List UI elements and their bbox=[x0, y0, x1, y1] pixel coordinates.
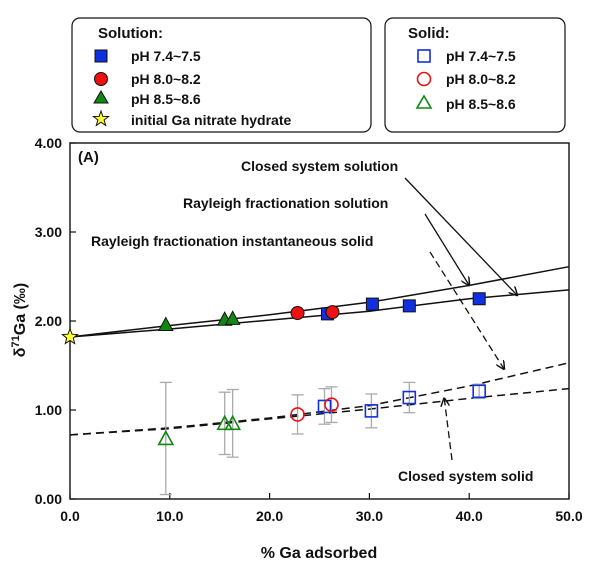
annotation-arrow bbox=[444, 398, 453, 461]
annotation-rayleigh-solution: Rayleigh fractionation solution bbox=[183, 195, 388, 211]
annotation-arrow bbox=[424, 213, 469, 285]
legend-solution-frame bbox=[71, 17, 372, 133]
y-axis-title: δ71Ga (‰) bbox=[10, 283, 29, 357]
y-tick-label: 4.00 bbox=[35, 135, 62, 151]
data-points bbox=[61, 292, 486, 446]
point-circle bbox=[290, 305, 305, 320]
legend-solid-square-icon bbox=[417, 49, 431, 63]
point-triangle bbox=[224, 414, 242, 431]
legend-solid-triangle-icon bbox=[415, 94, 433, 109]
y-axis-title-sup: 71 bbox=[10, 335, 22, 347]
y-tick-label: 3.00 bbox=[35, 224, 62, 240]
legend-solution-entry-2: pH 8.0~8.2 bbox=[131, 71, 201, 87]
annotation-arrows bbox=[404, 177, 517, 461]
point-square bbox=[364, 404, 379, 418]
legend-solution-square-icon bbox=[94, 49, 108, 63]
y-tick-label: 2.00 bbox=[35, 313, 62, 329]
legend-solution-star-icon bbox=[91, 109, 111, 127]
y-axis-title-delta: δ bbox=[12, 347, 29, 357]
error-bars bbox=[159, 381, 486, 496]
curve-2 bbox=[69, 265, 570, 338]
legend-solid-circle-icon bbox=[416, 71, 432, 87]
legend-solution-entry-4: initial Ga nitrate hydrate bbox=[131, 112, 291, 128]
y-axis: 0.00 1.00 2.00 3.00 4.00 bbox=[35, 135, 76, 507]
point-square bbox=[365, 297, 379, 311]
y-tick-label: 1.00 bbox=[35, 402, 62, 418]
legend-solution-title: Solution: bbox=[98, 25, 163, 42]
point-square bbox=[472, 384, 486, 399]
x-tick-label: 40.0 bbox=[456, 508, 483, 524]
point-circle bbox=[290, 407, 305, 422]
point-square bbox=[402, 299, 416, 313]
curve-1 bbox=[69, 289, 570, 338]
legend-solution-triangle-icon bbox=[93, 90, 109, 104]
annotation-closed-system-solution: Closed system solution bbox=[241, 158, 398, 174]
legend-solid-entry-2: pH 8.0~8.2 bbox=[446, 71, 516, 87]
legend-solution-circle-icon bbox=[94, 72, 108, 86]
legend-solid-frame bbox=[384, 17, 566, 133]
point-star bbox=[61, 327, 79, 345]
point-triangle bbox=[224, 310, 241, 325]
x-axis-title: % Ga adsorbed bbox=[261, 545, 377, 562]
annotation-rayleigh-instantaneous-solid: Rayleigh fractionation instantaneous sol… bbox=[91, 233, 373, 249]
point-triangle bbox=[157, 429, 175, 446]
legend-solid-entry-3: pH 8.5~8.6 bbox=[446, 96, 516, 112]
legend-solid-title: Solid: bbox=[408, 25, 450, 42]
legend-solid: Solid: pH 7.4~7.5 pH 8.0~8.2 pH 8.5~8.6 bbox=[384, 17, 566, 133]
point-square bbox=[472, 292, 486, 306]
x-tick-label: 0.0 bbox=[60, 508, 80, 524]
panel-label: (A) bbox=[78, 149, 99, 166]
annotation-closed-system-solid: Closed system solid bbox=[398, 468, 533, 484]
point-triangle bbox=[157, 316, 174, 332]
annotation-arrow bbox=[404, 177, 517, 295]
annotation-arrow bbox=[429, 251, 504, 369]
point-square bbox=[317, 399, 332, 414]
legend-solution-entry-1: pH 7.4~7.5 bbox=[131, 48, 201, 64]
legend-solid-entry-1: pH 7.4~7.5 bbox=[446, 48, 516, 64]
point-circle bbox=[325, 305, 340, 320]
x-axis: 0.0 10.0 20.0 30.0 40.0 50.0 bbox=[60, 493, 583, 524]
point-circle bbox=[324, 397, 339, 412]
x-tick-label: 30.0 bbox=[356, 508, 383, 524]
point-square bbox=[402, 390, 417, 405]
model-curves bbox=[69, 265, 570, 436]
y-axis-title-rest: Ga (‰) bbox=[12, 283, 29, 335]
x-tick-label: 20.0 bbox=[256, 508, 283, 524]
x-tick-label: 10.0 bbox=[156, 508, 183, 524]
x-tick-label: 50.0 bbox=[555, 508, 582, 524]
y-tick-label: 0.00 bbox=[35, 491, 62, 507]
legend-solution-entry-3: pH 8.5~8.6 bbox=[131, 91, 201, 107]
legend-solution: Solution: pH 7.4~7.5 pH 8.0~8.2 pH 8.5~8… bbox=[71, 17, 372, 133]
point-triangle bbox=[216, 414, 234, 431]
